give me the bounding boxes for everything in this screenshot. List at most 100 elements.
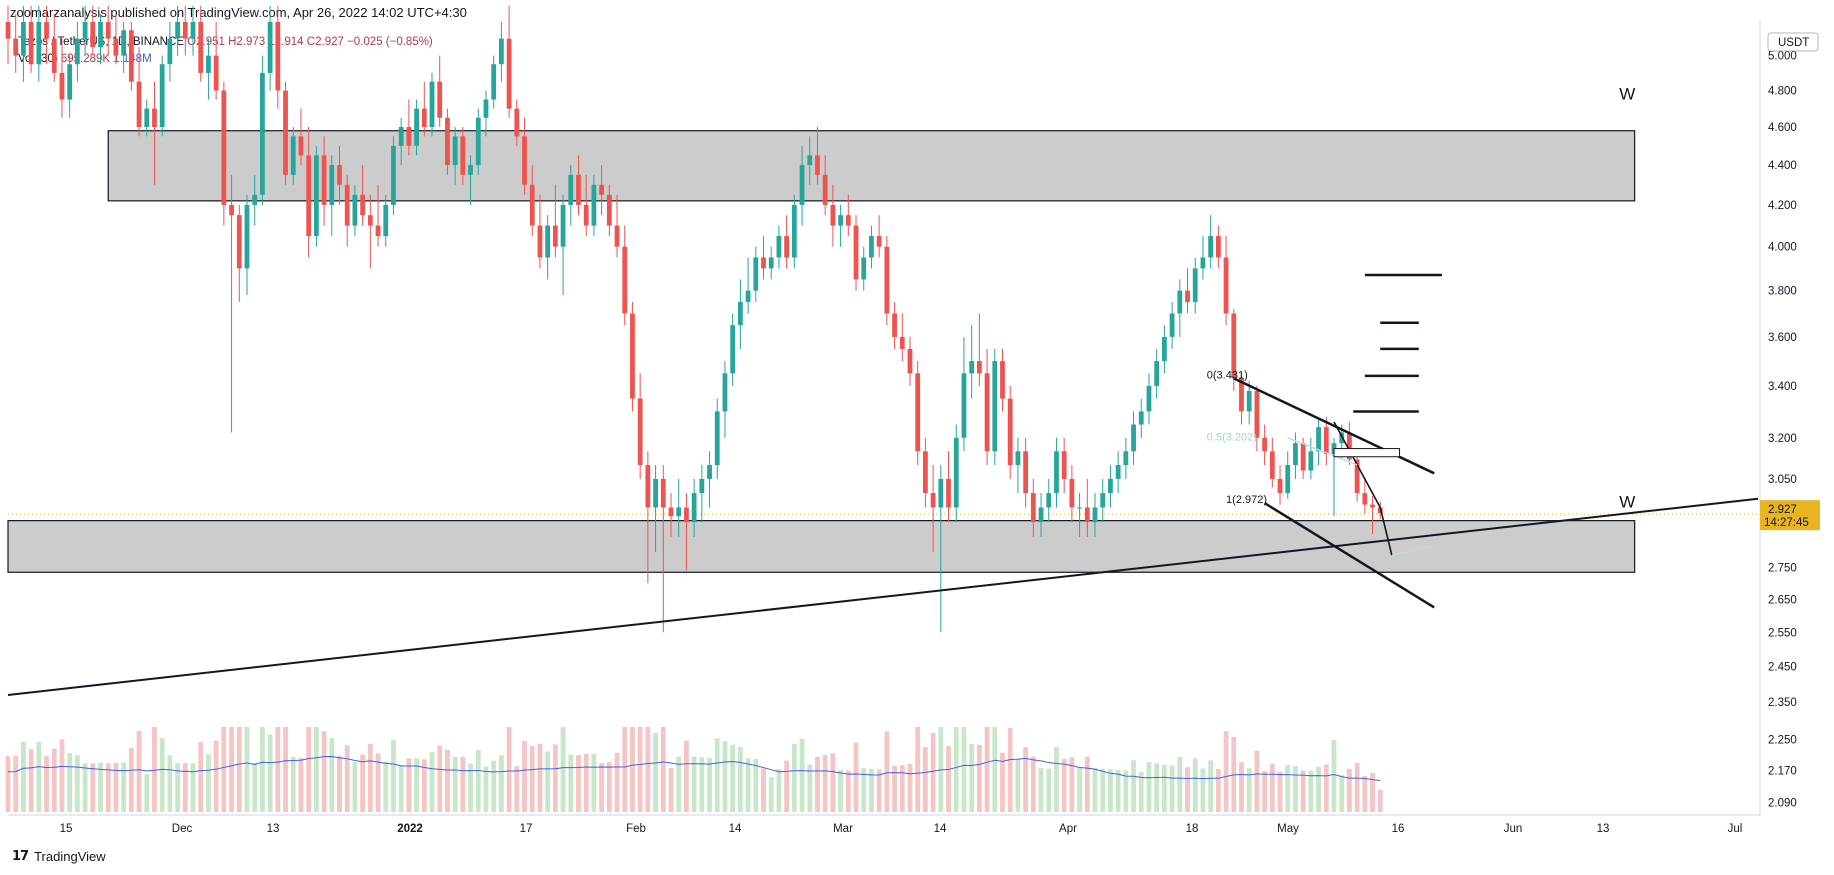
candle-body	[506, 38, 512, 109]
candle-body	[1084, 507, 1090, 523]
candle-body	[229, 204, 234, 216]
volume-bar	[421, 759, 427, 812]
candle-body	[182, 22, 188, 39]
volume-bar	[714, 738, 720, 812]
volume-bar	[915, 727, 921, 812]
candle-body	[1146, 385, 1152, 412]
volume-bar	[892, 765, 897, 812]
time-tick-label: 14	[729, 823, 742, 835]
chart-legend: Tezos / TetherUS, 1D, BINANCE O2.951 H2.…	[18, 34, 433, 68]
volume-bar	[306, 727, 312, 812]
candle-body	[637, 398, 643, 465]
volume-bar	[691, 756, 697, 812]
candle-body	[1285, 464, 1291, 494]
candle-body	[275, 22, 281, 91]
volume-bar	[13, 755, 19, 812]
volume-bar	[144, 773, 150, 812]
tradingview-brand[interactable]: 𝟭𝟳 TradingView	[12, 848, 106, 864]
candle-body	[1239, 378, 1244, 412]
candle-body	[722, 373, 728, 412]
volume-bar	[514, 766, 520, 812]
candle-body	[306, 155, 312, 237]
candle-body	[144, 108, 150, 127]
candle-body	[437, 81, 443, 118]
volume-bar	[1069, 757, 1075, 812]
candle-body	[552, 225, 558, 247]
volume-bar	[768, 777, 774, 812]
candle-body	[1254, 390, 1260, 438]
candle-body	[560, 204, 566, 247]
candle-body	[1046, 493, 1052, 508]
volume-bar	[923, 747, 928, 812]
volume-bar	[1077, 768, 1082, 812]
volume-bar	[1269, 763, 1275, 812]
long-ascending-trendline	[7, 497, 1759, 696]
volume-bar	[899, 765, 905, 812]
volume-bar	[753, 758, 759, 812]
volume-bar	[90, 763, 96, 812]
candle-body	[784, 236, 790, 258]
volume-bar	[36, 741, 42, 812]
candle-body	[360, 194, 366, 216]
candle-body	[822, 174, 828, 205]
candle-body	[1054, 451, 1059, 494]
candle-body	[128, 30, 134, 82]
volume-bar	[1215, 768, 1221, 812]
candle-body	[684, 507, 689, 523]
volume-bar	[1308, 770, 1314, 812]
volume-bar	[1092, 768, 1098, 812]
volume-bar	[383, 761, 389, 812]
price-tick-label: 2.350	[1768, 697, 1797, 709]
candle-body	[499, 38, 504, 65]
volume-bar	[645, 727, 651, 812]
candle-body	[1007, 398, 1013, 465]
volume-bar	[676, 756, 682, 812]
price-tick-label: 5.000	[1768, 51, 1797, 63]
candle-body	[707, 464, 712, 479]
price-tick-label: 2.250	[1768, 734, 1797, 746]
candle-body	[876, 236, 882, 247]
volume-bar	[445, 749, 450, 812]
volume-bar	[337, 755, 342, 812]
candle-body	[884, 246, 890, 314]
volume-bar	[252, 762, 258, 812]
candle-body	[853, 225, 859, 280]
time-tick-label: 13	[267, 823, 280, 835]
candle-body	[1154, 361, 1160, 386]
volume-bar	[213, 740, 219, 812]
candle-body	[1323, 427, 1329, 455]
candle-body	[136, 81, 142, 127]
volume-ma-line	[7, 756, 1381, 781]
volume-bar	[406, 758, 412, 812]
volume-bar	[930, 732, 936, 812]
candle-body	[1123, 451, 1129, 465]
price-tick-label: 3.400	[1768, 381, 1797, 393]
volume-bar	[1377, 789, 1383, 812]
currency-badge[interactable]: USDT	[1767, 32, 1819, 52]
candle-body	[21, 22, 26, 56]
volume-bar	[1131, 760, 1136, 812]
volume-bar	[1084, 756, 1090, 812]
volume-bar	[1169, 765, 1175, 812]
candle-body	[653, 478, 658, 508]
candle-body	[791, 204, 797, 258]
volume-bar	[684, 740, 689, 812]
volume-bar	[21, 741, 26, 812]
candle-body	[213, 55, 219, 91]
price-tick-label: 2.170	[1768, 765, 1797, 777]
time-tick-label: 18	[1186, 823, 1199, 835]
candle-body	[1030, 493, 1036, 523]
volume-bar	[815, 756, 820, 812]
volume-bar	[229, 727, 234, 812]
support-resistance-zones	[7, 130, 1758, 573]
volume-bar	[845, 770, 851, 812]
candle-body	[1092, 507, 1098, 523]
volume-bar	[576, 755, 581, 812]
volume-bar	[1161, 764, 1167, 812]
volume-bar	[614, 752, 620, 812]
volume-bar	[51, 748, 57, 812]
volume-bar	[976, 744, 982, 812]
volume-bar	[583, 753, 589, 812]
volume-bar	[429, 752, 435, 812]
